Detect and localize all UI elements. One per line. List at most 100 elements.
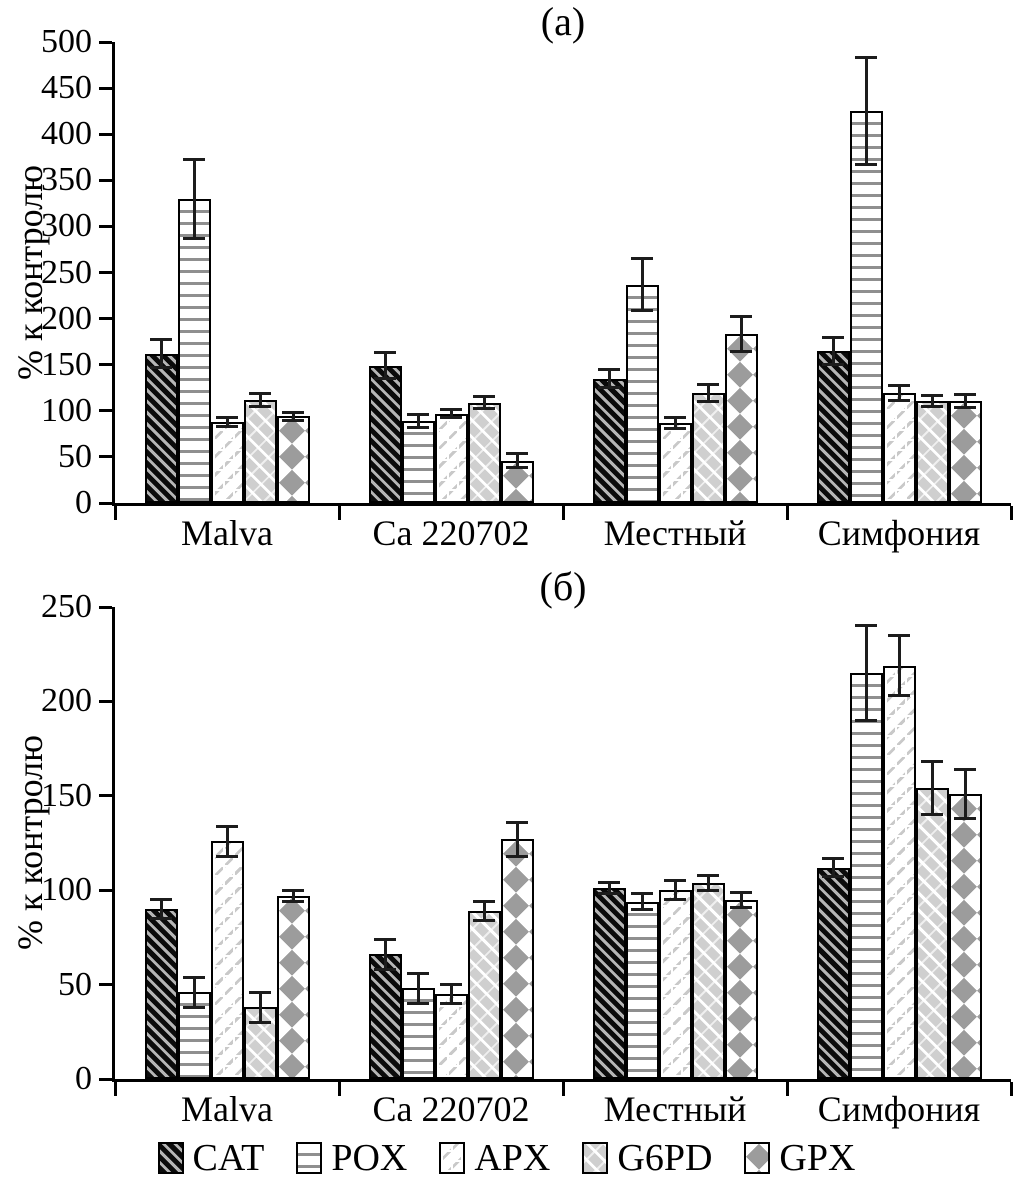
bar-gpx-2 — [500, 839, 534, 1079]
error-bar-cap-bottom — [888, 694, 910, 698]
error-bar-line — [291, 412, 295, 421]
error-bar-cap-bottom — [473, 407, 495, 411]
y-axis-tick — [99, 271, 112, 274]
bar-pox-4 — [849, 111, 883, 503]
error-bar-line — [640, 258, 644, 311]
error-bar-line — [706, 875, 710, 891]
error-bar-cap-top — [855, 624, 877, 628]
error-bar-line — [831, 858, 835, 877]
y-axis-tick — [99, 40, 112, 44]
error-bar-cap-top — [697, 873, 719, 877]
legend-swatch-g6pd — [582, 1142, 609, 1174]
error-bar-line — [673, 417, 677, 429]
category-label: Местный — [603, 1089, 747, 1129]
bar-apx-1 — [210, 421, 244, 503]
y-axis-tick — [99, 605, 112, 609]
error-bar-line — [449, 984, 453, 1004]
error-bar-cap-bottom — [855, 718, 877, 722]
legend-swatch-gpx — [744, 1142, 771, 1174]
bar-pox-4 — [849, 673, 883, 1079]
chart-panel-b: (б) 0 50 100 150 200 250 Malva Ca 220702 Местный… — [41, 564, 1013, 1129]
error-bar-cap-bottom — [407, 425, 429, 429]
error-bar-cap-top — [249, 990, 271, 994]
bar-cat-4 — [816, 867, 850, 1079]
y-axis-tick — [99, 178, 112, 182]
error-bar-cap-bottom — [598, 892, 620, 896]
error-bar-cap-top — [822, 856, 844, 860]
error-bar-cap-top — [216, 415, 238, 419]
error-bar-line — [416, 973, 420, 1004]
legend-label-pox: POX — [331, 1137, 408, 1179]
error-bar-cap-bottom — [855, 163, 877, 167]
error-bar-line — [291, 890, 295, 902]
bar-gpx-1 — [276, 895, 310, 1079]
y-axis-tick — [99, 86, 112, 90]
x-axis-tick — [113, 1082, 117, 1096]
y-tick-label: 100 — [41, 391, 92, 429]
y-axis-tick — [99, 363, 112, 367]
error-bar-cap-top — [249, 391, 271, 395]
error-bar-line — [963, 394, 967, 408]
bar-cat-4 — [816, 350, 850, 503]
x-axis-tick — [337, 1082, 341, 1096]
error-bar-cap-top — [150, 898, 172, 902]
error-bar-cap-top — [888, 633, 910, 637]
bar-g6pd-4 — [915, 788, 949, 1079]
y-axis-tick — [99, 501, 112, 505]
error-bar-line — [897, 385, 901, 401]
panel-a-title: (а) — [540, 0, 586, 44]
legend-item-g6pd: G6PD — [582, 1136, 712, 1180]
error-bar-cap-top — [888, 384, 910, 388]
error-bar-cap-bottom — [374, 377, 396, 381]
bar-apx-2 — [434, 994, 468, 1079]
legend-item-pox: POX — [296, 1136, 407, 1180]
error-bar-line — [449, 409, 453, 418]
error-bar-cap-top — [440, 983, 462, 987]
error-bar-line — [739, 316, 743, 352]
y-tick-label: 200 — [41, 682, 92, 720]
category-label: Симфония — [817, 1089, 981, 1129]
error-bar-cap-top — [598, 881, 620, 885]
chart-panel-a: (а) 0 50 100 150 200 250 300 350 400 450 500 Malva C… — [41, 0, 1013, 553]
error-bar-line — [831, 337, 835, 365]
error-bar-line — [963, 769, 967, 819]
bar-apx-2 — [434, 413, 468, 503]
error-bar-line — [225, 826, 229, 857]
error-bar-cap-bottom — [664, 426, 686, 430]
error-bar-cap-top — [183, 157, 205, 161]
error-bar-cap-bottom — [822, 875, 844, 879]
error-bar-cap-bottom — [183, 1005, 205, 1009]
y-tick-label: 0 — [75, 1060, 92, 1097]
error-bar-cap-bottom — [440, 1001, 462, 1005]
error-bar-cap-top — [407, 971, 429, 975]
bar-gpx-3 — [724, 334, 758, 503]
error-bar-line — [383, 352, 387, 379]
legend-label-g6pd: G6PD — [617, 1137, 713, 1179]
error-bar-line — [897, 635, 901, 696]
error-bar-line — [482, 396, 486, 409]
bar-g6pd-3 — [691, 882, 725, 1079]
error-bar-cap-top — [664, 879, 686, 883]
error-bar-cap-bottom — [921, 404, 943, 408]
error-bar-cap-top — [183, 975, 205, 979]
error-bar-cap-top — [374, 351, 396, 355]
y-tick-label: 450 — [41, 69, 92, 107]
y-axis-tick — [99, 699, 112, 703]
error-bar-cap-bottom — [631, 907, 653, 911]
error-bar-line — [930, 395, 934, 407]
bar-gpx-3 — [724, 899, 758, 1079]
error-bar-cap-bottom — [631, 308, 653, 312]
y-axis-tick — [99, 455, 112, 459]
error-bar-cap-top — [440, 408, 462, 412]
bar-pox-2 — [401, 420, 435, 503]
error-bar-line — [159, 339, 163, 368]
y-tick-label: 100 — [41, 871, 92, 909]
bar-g6pd-1 — [243, 399, 277, 503]
error-bar-cap-top — [216, 824, 238, 828]
bar-pox-1 — [177, 198, 211, 503]
y-axis-tick — [99, 132, 112, 136]
error-bar-cap-top — [631, 892, 653, 896]
category-label: Ca 220702 — [372, 1089, 530, 1129]
error-bar-cap-bottom — [249, 404, 271, 408]
bar-apx-4 — [882, 393, 916, 503]
